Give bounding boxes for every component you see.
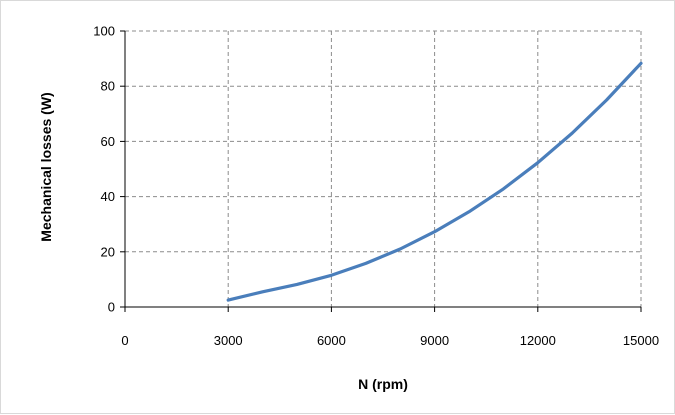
y-axis-title: Mechanical losses (W) [38,92,54,241]
x-axis-title: N (rpm) [358,376,408,392]
x-tick-label: 6000 [317,333,346,348]
y-tick-label: 0 [108,300,115,315]
series-line [226,61,643,302]
axes [120,30,642,312]
series [226,61,643,302]
grid [125,30,642,307]
x-tick-label: 9000 [420,333,449,348]
x-tick-label: 12000 [520,333,556,348]
y-tick-label: 60 [101,134,115,149]
x-tick-label: 15000 [623,333,659,348]
x-tick-label: 0 [121,333,128,348]
y-tick-label: 100 [93,24,115,39]
y-tick-label: 80 [101,79,115,94]
y-tick-label: 40 [101,189,115,204]
tick-labels: 0 20 40 60 80 100 0 3000 6000 9000 12000 15000 [93,24,659,349]
y-tick-label: 20 [101,244,115,259]
x-tick-label: 3000 [214,333,243,348]
